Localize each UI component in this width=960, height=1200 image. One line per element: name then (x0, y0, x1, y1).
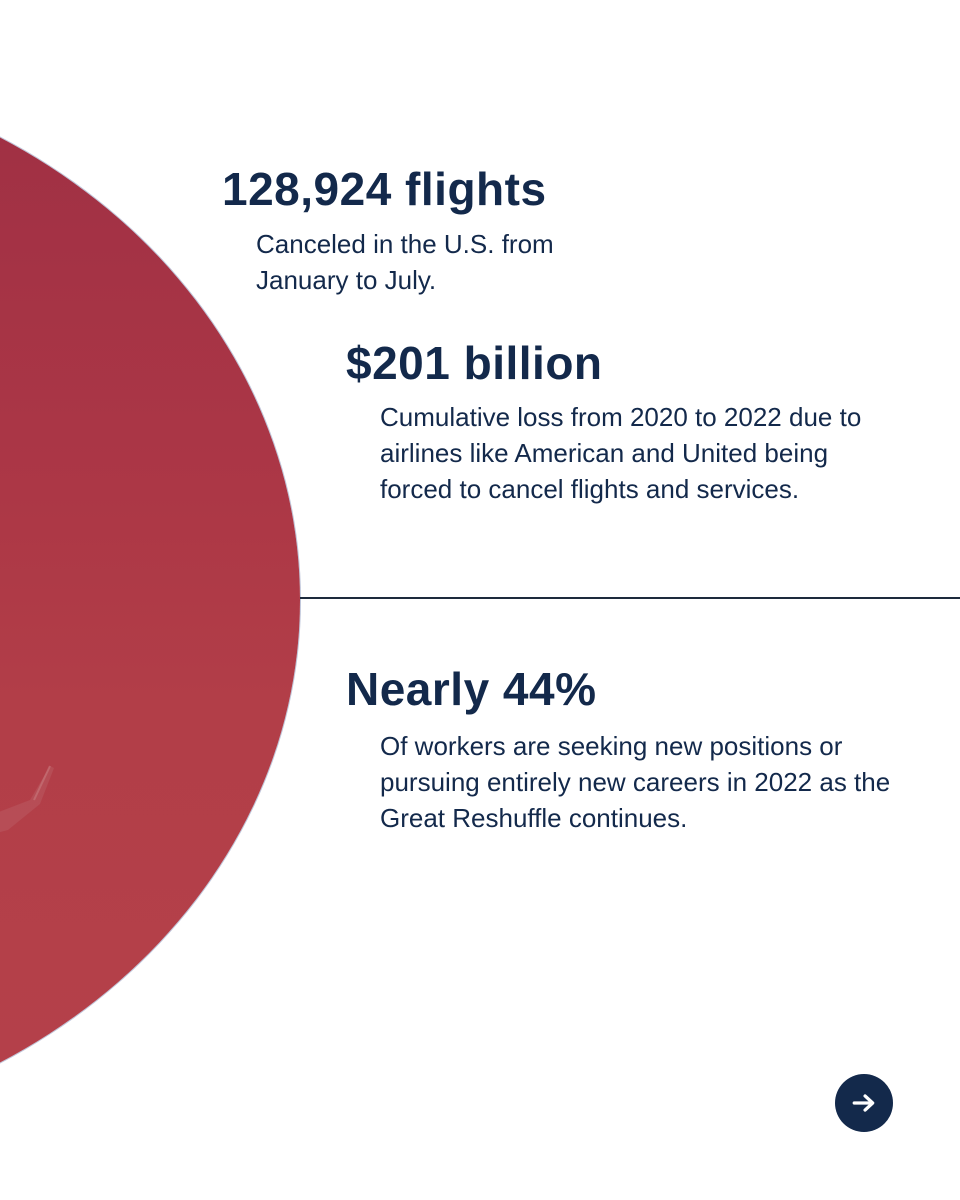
stat-flights-description: Canceled in the U.S. from January to Jul… (256, 229, 554, 295)
stat-workers-description: Of workers are seeking new positions or … (380, 731, 891, 833)
section-divider (300, 597, 960, 599)
next-slide-button[interactable] (835, 1074, 893, 1132)
stat-flights-value: 128,924 flights (222, 163, 547, 215)
airplane-photo-circle (0, 60, 300, 1140)
stat-loss-description: Cumulative loss from 2020 to 2022 due to… (380, 402, 862, 504)
airplane-wing-silhouette (0, 765, 54, 833)
stat-workers-value: Nearly 44% (346, 663, 597, 715)
stat-loss-value: $201 billion (346, 337, 603, 389)
arrow-right-icon (852, 1094, 875, 1112)
